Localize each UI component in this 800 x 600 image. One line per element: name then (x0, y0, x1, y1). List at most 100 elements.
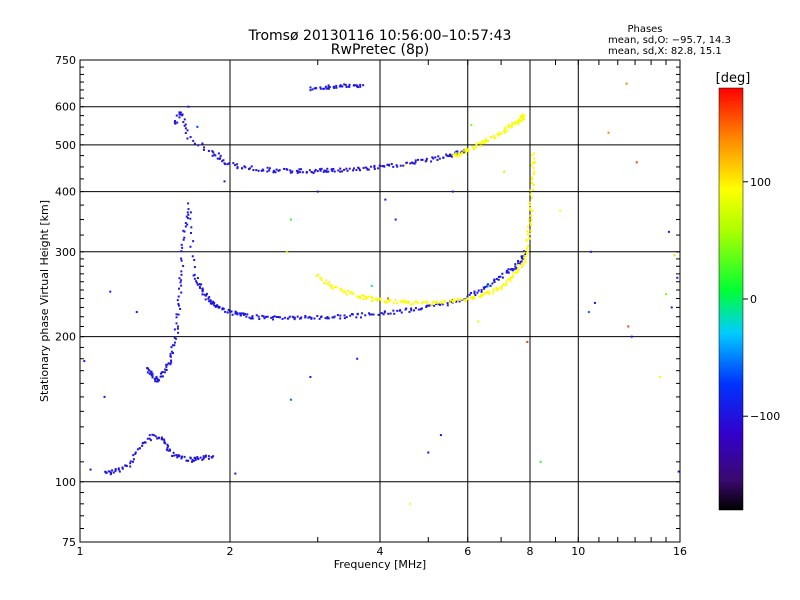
colorbar-tick-label: 0 (750, 293, 757, 306)
y-tick-label: 600 (55, 101, 76, 114)
data-point (524, 260, 527, 263)
data-point (516, 267, 519, 270)
data-point (161, 371, 164, 374)
data-point (340, 289, 343, 292)
data-point (180, 279, 183, 282)
data-point (211, 154, 214, 157)
data-point (224, 310, 227, 313)
data-point (362, 294, 365, 297)
data-point (189, 245, 192, 248)
data-point (389, 312, 392, 315)
colorbar-ticks: 100 0 −100 (743, 176, 780, 423)
data-point (178, 113, 181, 116)
data-point (446, 302, 449, 305)
data-point (182, 229, 185, 232)
data-point (178, 287, 181, 290)
data-point (474, 294, 477, 297)
data-point (161, 375, 164, 378)
data-point (366, 168, 369, 171)
data-point (322, 87, 325, 90)
data-point (281, 317, 284, 320)
colorbar-tick-label: −100 (750, 410, 780, 423)
data-point (402, 164, 405, 167)
data-point (667, 230, 670, 233)
data-point (452, 300, 455, 303)
data-point (396, 165, 399, 168)
data-point (227, 308, 230, 311)
data-point (517, 118, 520, 121)
data-point (242, 314, 245, 317)
data-point (323, 87, 326, 90)
data-point (132, 460, 135, 463)
data-point (376, 298, 379, 301)
data-point (272, 318, 275, 321)
data-point (339, 287, 342, 290)
data-point (480, 290, 483, 293)
data-point (191, 458, 194, 461)
data-point (450, 155, 453, 158)
data-point (315, 275, 318, 278)
data-point (170, 350, 173, 353)
data-point (427, 451, 430, 454)
data-point (480, 296, 483, 299)
data-point (528, 204, 531, 207)
data-point (165, 365, 168, 368)
data-point (507, 278, 510, 281)
data-point (416, 158, 419, 161)
colorbar-label: [deg] (716, 71, 751, 86)
data-point (442, 302, 445, 305)
stats-line-x: mean, sd,X: 82.8, 15.1 (608, 46, 722, 57)
data-point (481, 142, 484, 145)
y-tick-label: 400 (55, 186, 76, 199)
data-point (533, 170, 536, 173)
data-point (114, 470, 117, 473)
data-point (479, 142, 482, 145)
data-point (343, 168, 346, 171)
data-point (184, 222, 187, 225)
data-point (251, 315, 254, 318)
data-point (247, 168, 250, 171)
data-point (180, 257, 183, 260)
data-point (179, 111, 182, 114)
data-point (245, 315, 248, 318)
data-point (420, 307, 423, 310)
data-point (129, 460, 132, 463)
data-point (514, 121, 517, 124)
data-point (196, 277, 199, 280)
data-point (236, 163, 239, 166)
data-point (216, 305, 219, 308)
data-point (170, 359, 173, 362)
data-point (198, 285, 201, 288)
data-point (317, 273, 320, 276)
data-point (498, 131, 501, 134)
data-point (416, 301, 419, 304)
data-point (521, 255, 524, 258)
data-point (333, 86, 336, 89)
data-point (175, 337, 178, 340)
data-point (381, 165, 384, 168)
data-point (368, 313, 371, 316)
data-point (174, 120, 177, 123)
data-point (296, 315, 299, 318)
data-point (396, 309, 399, 312)
data-point (156, 437, 159, 440)
data-point (364, 314, 367, 317)
data-point (480, 289, 483, 292)
data-point (411, 162, 414, 165)
data-point (458, 300, 461, 303)
data-point (150, 370, 153, 373)
data-point (179, 281, 182, 284)
data-point (209, 299, 212, 302)
data-point (345, 85, 348, 88)
data-point (377, 167, 380, 170)
data-point (250, 165, 253, 168)
data-point (330, 284, 333, 287)
data-point (326, 315, 329, 318)
data-point (593, 301, 596, 304)
data-point (268, 169, 271, 172)
data-point (164, 368, 167, 371)
data-point (507, 268, 510, 271)
data-point (375, 297, 378, 300)
data-point (300, 316, 303, 319)
data-point (414, 307, 417, 310)
